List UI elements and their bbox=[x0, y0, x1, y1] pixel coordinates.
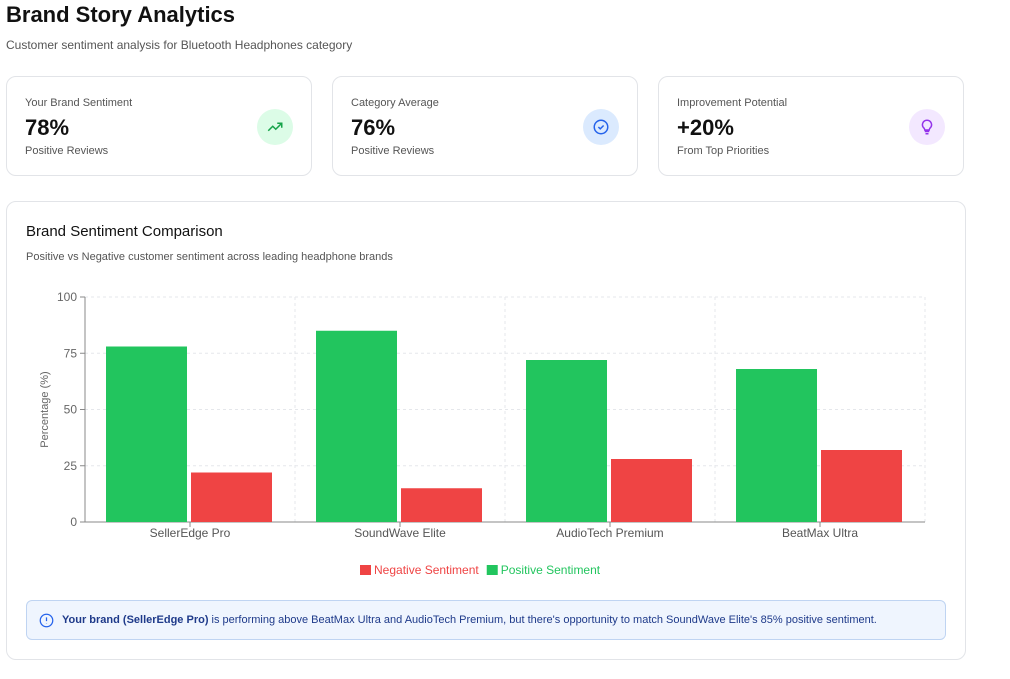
card-value: 78% bbox=[25, 115, 70, 140]
card-label: Improvement Potential bbox=[677, 97, 788, 109]
insight-banner: Your brand (SellerEdge Pro) is performin… bbox=[26, 600, 946, 640]
card-note: Positive Reviews bbox=[25, 145, 109, 157]
x-tick-label: BeatMax Ultra bbox=[782, 526, 858, 540]
legend-swatch bbox=[486, 565, 498, 575]
y-axis-label: Percentage (%) bbox=[39, 371, 51, 447]
positive-bar bbox=[736, 369, 817, 522]
legend-label: Negative Sentiment bbox=[374, 563, 479, 577]
y-tick-label: 100 bbox=[57, 290, 77, 304]
bar-chart: 0 25 50 75 100 Percentage (%) SellerEdge Pro So… bbox=[39, 290, 926, 577]
y-tick-label: 25 bbox=[64, 459, 78, 473]
sentiment-comparison-panel: Brand Sentiment Comparison Positive vs N… bbox=[6, 201, 966, 660]
x-tick-label: SellerEdge Pro bbox=[150, 526, 231, 540]
chart-subtitle: Positive vs Negative customer sentiment … bbox=[26, 251, 393, 263]
card-value: +20% bbox=[677, 115, 734, 140]
insight-brand: Your brand (SellerEdge Pro) bbox=[62, 614, 209, 626]
card-note: From Top Priorities bbox=[677, 145, 770, 157]
insight-text: is performing above BeatMax Ultra and Au… bbox=[211, 614, 877, 626]
y-tick-label: 0 bbox=[70, 515, 77, 529]
trending-up-icon bbox=[257, 109, 293, 145]
x-tick-label: AudioTech Premium bbox=[556, 526, 663, 540]
card-note: Positive Reviews bbox=[351, 145, 435, 157]
card-value: 76% bbox=[351, 115, 396, 140]
info-icon bbox=[39, 613, 54, 627]
card-label: Your Brand Sentiment bbox=[25, 97, 133, 109]
page-title: Brand Story Analytics bbox=[6, 2, 236, 27]
brand-sentiment-card: Your Brand Sentiment 78% Positive Review… bbox=[6, 76, 312, 176]
improvement-potential-card: Improvement Potential +20% From Top Prio… bbox=[658, 76, 964, 176]
x-tick-label: SoundWave Elite bbox=[354, 526, 446, 540]
check-circle-icon bbox=[583, 109, 619, 145]
category-average-card: Category Average 76% Positive Reviews bbox=[332, 76, 638, 176]
card-label: Category Average bbox=[351, 97, 439, 109]
legend-swatch bbox=[360, 565, 371, 575]
negative-bar bbox=[821, 450, 902, 522]
negative-bar bbox=[611, 459, 692, 522]
chart-title: Brand Sentiment Comparison bbox=[26, 223, 223, 240]
positive-bar bbox=[526, 360, 607, 522]
y-tick-label: 50 bbox=[64, 403, 78, 417]
legend-label: Positive Sentiment bbox=[501, 563, 601, 577]
negative-bar bbox=[191, 472, 272, 522]
page-subtitle: Customer sentiment analysis for Bluetoot… bbox=[6, 38, 353, 52]
y-tick-label: 75 bbox=[64, 346, 78, 360]
negative-bar bbox=[401, 488, 482, 522]
positive-bar bbox=[106, 346, 187, 522]
positive-bar bbox=[316, 330, 397, 522]
lightbulb-icon bbox=[909, 109, 945, 145]
